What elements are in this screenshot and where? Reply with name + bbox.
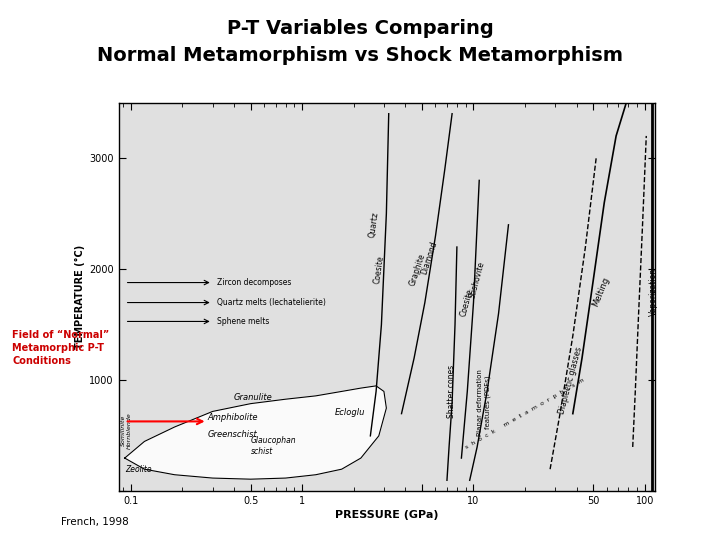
Text: Quartz: Quartz bbox=[368, 211, 380, 238]
Text: Greenschist: Greenschist bbox=[207, 430, 257, 439]
X-axis label: PRESSURE (GPa): PRESSURE (GPa) bbox=[336, 510, 438, 521]
Text: Diaplectic glasses: Diaplectic glasses bbox=[557, 346, 584, 415]
Text: Somilinite: Somilinite bbox=[122, 415, 127, 446]
Text: Melting: Melting bbox=[590, 275, 611, 308]
Text: Granulite: Granulite bbox=[234, 393, 273, 402]
Text: Ecloglu: Ecloglu bbox=[335, 408, 365, 417]
Text: Coesite: Coesite bbox=[373, 254, 386, 284]
Text: Glaucophan
schist: Glaucophan schist bbox=[251, 436, 296, 456]
Text: Diamond: Diamond bbox=[419, 240, 438, 276]
Text: Coesite: Coesite bbox=[459, 288, 475, 318]
Text: P-T Variables Comparing: P-T Variables Comparing bbox=[227, 19, 493, 38]
Text: Shatter cones: Shatter cones bbox=[446, 365, 456, 418]
Text: s  h  o  c  k     m  e  t  a  m  o  r  p  h  i  s  m: s h o c k m e t a m o r p h i s m bbox=[464, 377, 585, 450]
Text: Vaporization: Vaporization bbox=[649, 267, 658, 315]
Text: French, 1998: French, 1998 bbox=[61, 516, 129, 526]
Text: Field of “Normal”
Metamorphic P-T
Conditions: Field of “Normal” Metamorphic P-T Condit… bbox=[12, 330, 109, 367]
Text: Sphene melts: Sphene melts bbox=[217, 317, 270, 326]
Polygon shape bbox=[125, 386, 387, 479]
Text: Planar deformation
features (PDFs): Planar deformation features (PDFs) bbox=[477, 369, 490, 436]
Text: Graphite: Graphite bbox=[408, 252, 427, 287]
Text: Amphibolite: Amphibolite bbox=[207, 413, 258, 422]
FancyBboxPatch shape bbox=[119, 103, 655, 491]
Text: Zeolite: Zeolite bbox=[125, 465, 151, 474]
Text: Normal Metamorphism vs Shock Metamorphism: Normal Metamorphism vs Shock Metamorphis… bbox=[97, 46, 623, 65]
Text: Hornblende: Hornblende bbox=[127, 412, 132, 449]
Text: Stishovite: Stishovite bbox=[468, 261, 487, 300]
Text: Quartz melts (lechatelierite): Quartz melts (lechatelierite) bbox=[217, 298, 326, 307]
Text: Zircon decomposes: Zircon decomposes bbox=[217, 278, 292, 287]
Y-axis label: TEMPERATURE (°C): TEMPERATURE (°C) bbox=[75, 245, 85, 349]
